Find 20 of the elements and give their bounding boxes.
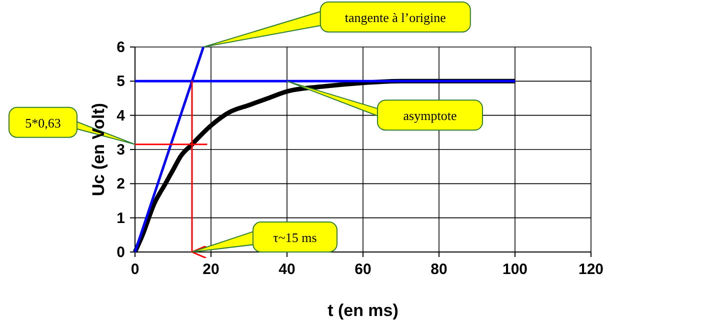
y-tick-label: 6	[116, 39, 125, 56]
x-axis-title: t (en ms)	[328, 301, 398, 320]
x-tick-label: 20	[202, 261, 220, 278]
y-axis-title: Uc (en Volt)	[89, 102, 108, 196]
annotation: tangente à l’origine	[344, 10, 446, 25]
x-tick-label: 120	[578, 261, 604, 278]
y-tick-label: 0	[116, 244, 125, 261]
x-tick-label: 80	[430, 261, 448, 278]
x-tick-label: 100	[502, 261, 528, 278]
y-tick-label: 4	[116, 107, 126, 124]
y-tick-label: 1	[116, 210, 125, 227]
y-tick-label: 5	[116, 73, 125, 90]
y-tick-label: 3	[116, 142, 125, 158]
x-tick-label: 0	[130, 261, 140, 278]
annotation: asymptote	[403, 108, 457, 124]
annotation: 5*0,63	[25, 115, 61, 130]
x-tick-label: 40	[278, 261, 296, 278]
y-tick-label: 2	[116, 176, 125, 193]
annotation: τ~15 ms	[273, 230, 317, 245]
x-tick-label: 60	[354, 261, 372, 278]
